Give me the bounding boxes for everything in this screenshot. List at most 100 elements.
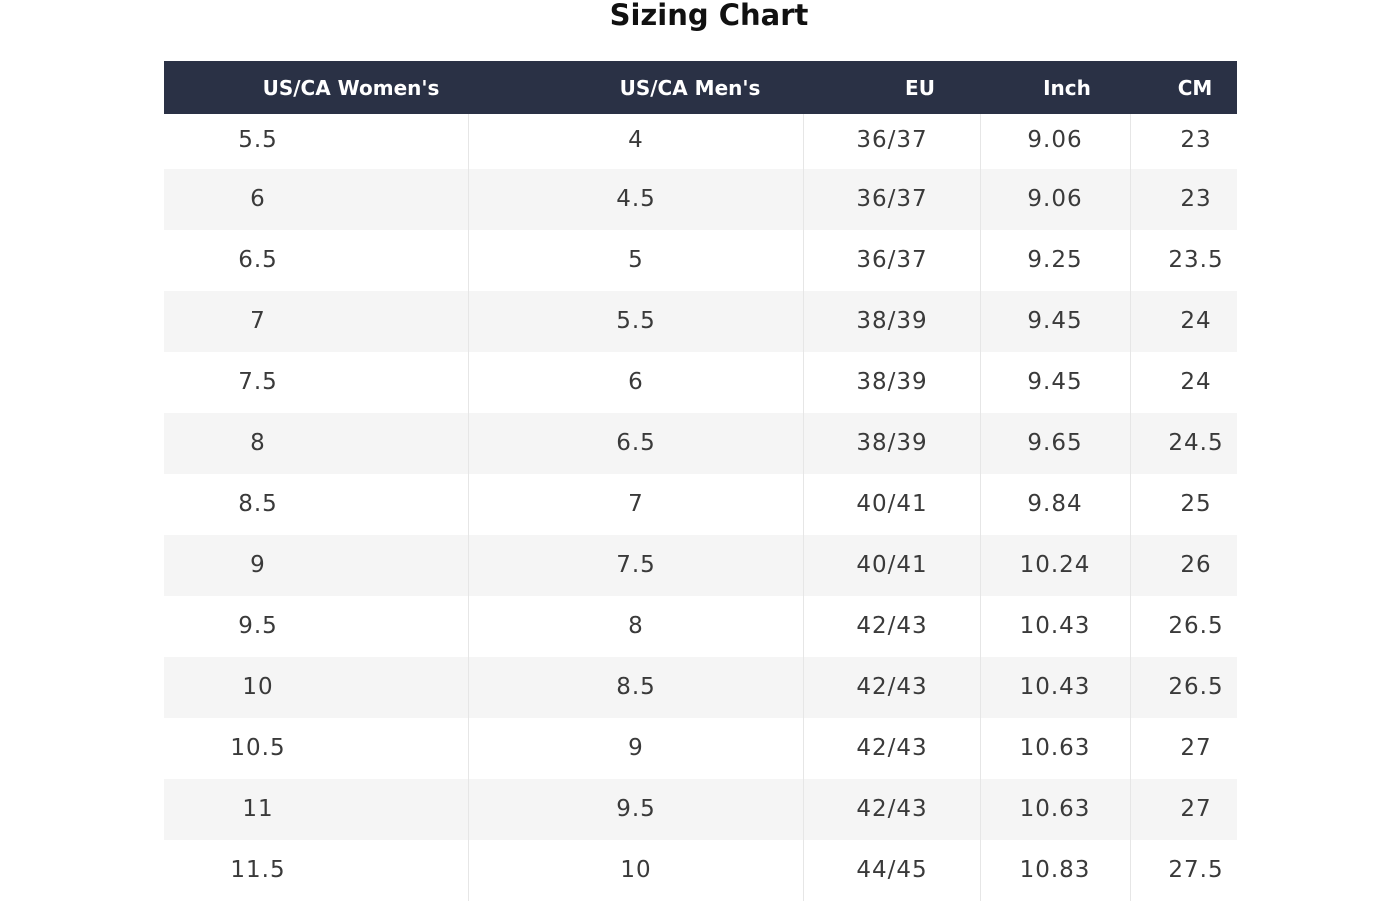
- table-cell: 10.83: [1019, 857, 1091, 883]
- column-divider: [468, 474, 469, 535]
- column-divider: [803, 474, 804, 535]
- column-divider: [980, 230, 981, 291]
- table-row: 9 7.5 40/41 10.24 26: [164, 535, 1237, 596]
- table-cell: 40/41: [856, 552, 928, 578]
- table-cell: 27: [1180, 735, 1212, 761]
- table-cell: 4: [628, 127, 644, 153]
- table-cell: 38/39: [856, 430, 928, 456]
- column-divider: [980, 108, 981, 169]
- column-divider: [803, 230, 804, 291]
- table-cell: 10: [242, 674, 274, 700]
- column-divider: [803, 535, 804, 596]
- column-divider: [980, 596, 981, 657]
- table-cell: 6: [628, 369, 644, 395]
- column-divider: [468, 413, 469, 474]
- table-cell: 9.84: [1027, 491, 1083, 517]
- column-divider: [980, 169, 981, 230]
- column-divider: [1130, 596, 1131, 657]
- table-cell: 9.06: [1027, 127, 1083, 153]
- column-divider: [468, 718, 469, 779]
- column-divider: [803, 718, 804, 779]
- table-cell: 24.5: [1168, 430, 1224, 456]
- table-cell: 9.45: [1027, 308, 1083, 334]
- column-divider: [468, 291, 469, 352]
- table-cell: 26.5: [1168, 674, 1224, 700]
- column-divider: [803, 840, 804, 901]
- column-divider: [980, 657, 981, 718]
- column-divider: [468, 108, 469, 169]
- table-cell: 10.43: [1019, 613, 1091, 639]
- table-cell: 8: [250, 430, 266, 456]
- column-divider: [980, 474, 981, 535]
- table-cell: 9.06: [1027, 186, 1083, 212]
- table-cell: 5: [628, 247, 644, 273]
- table-cell: 27: [1180, 796, 1212, 822]
- column-divider: [468, 230, 469, 291]
- column-divider: [1130, 230, 1131, 291]
- table-row: 6 4.5 36/37 9.06 23: [164, 169, 1237, 230]
- column-divider: [1130, 657, 1131, 718]
- table-cell: 26.5: [1168, 613, 1224, 639]
- table-cell: 5.5: [238, 127, 278, 153]
- table-cell: 23.5: [1168, 247, 1224, 273]
- table-cell: 8: [628, 613, 644, 639]
- column-divider: [1130, 535, 1131, 596]
- table-cell: 23: [1180, 127, 1212, 153]
- table-cell: 42/43: [856, 796, 928, 822]
- table-cell: 9: [250, 552, 266, 578]
- column-header: US/CA Men's: [619, 76, 761, 100]
- column-divider: [803, 291, 804, 352]
- table-cell: 5.5: [616, 308, 656, 334]
- table-cell: 7: [628, 491, 644, 517]
- column-divider: [803, 413, 804, 474]
- column-header: EU: [905, 76, 935, 100]
- column-divider: [980, 291, 981, 352]
- column-header: CM: [1177, 76, 1213, 100]
- table-row: 10 8.5 42/43 10.43 26.5: [164, 657, 1237, 718]
- table-cell: 8.5: [616, 674, 656, 700]
- column-divider: [1130, 840, 1131, 901]
- table-cell: 25: [1180, 491, 1212, 517]
- table-cell: 4.5: [616, 186, 656, 212]
- table-row: 9.5 8 42/43 10.43 26.5: [164, 596, 1237, 657]
- column-divider: [1130, 108, 1131, 169]
- table-cell: 6.5: [238, 247, 278, 273]
- column-divider: [1130, 291, 1131, 352]
- table-cell: 42/43: [856, 735, 928, 761]
- table-cell: 42/43: [856, 613, 928, 639]
- column-divider: [980, 535, 981, 596]
- table-cell: 11: [242, 796, 274, 822]
- table-row: 6.5 5 36/37 9.25 23.5: [164, 230, 1237, 291]
- column-divider: [1130, 169, 1131, 230]
- table-cell: 9.65: [1027, 430, 1083, 456]
- column-header: Inch: [1043, 76, 1091, 100]
- column-divider: [468, 535, 469, 596]
- table-cell: 36/37: [856, 127, 928, 153]
- column-divider: [980, 413, 981, 474]
- table-cell: 10.63: [1019, 735, 1091, 761]
- table-header: US/CA Women's US/CA Men's EU Inch CM: [164, 61, 1237, 114]
- column-divider: [1130, 779, 1131, 840]
- column-divider: [803, 169, 804, 230]
- table-row: 10.5 9 42/43 10.63 27: [164, 718, 1237, 779]
- table-cell: 23: [1180, 186, 1212, 212]
- table-cell: 7.5: [238, 369, 278, 395]
- table-cell: 24: [1180, 369, 1212, 395]
- table-cell: 10.63: [1019, 796, 1091, 822]
- table-cell: 10: [620, 857, 652, 883]
- table-cell: 38/39: [856, 308, 928, 334]
- page-title: Sizing Chart: [609, 0, 809, 32]
- table-cell: 9.5: [616, 796, 656, 822]
- table-row: 11 9.5 42/43 10.63 27: [164, 779, 1237, 840]
- table-cell: 38/39: [856, 369, 928, 395]
- column-divider: [468, 169, 469, 230]
- table-cell: 9.25: [1027, 247, 1083, 273]
- table-cell: 44/45: [856, 857, 928, 883]
- table-cell: 8.5: [238, 491, 278, 517]
- table-cell: 11.5: [230, 857, 286, 883]
- table-cell: 36/37: [856, 247, 928, 273]
- table-cell: 10.43: [1019, 674, 1091, 700]
- column-divider: [803, 779, 804, 840]
- table-row: 7 5.5 38/39 9.45 24: [164, 291, 1237, 352]
- table-cell: 10.24: [1019, 552, 1091, 578]
